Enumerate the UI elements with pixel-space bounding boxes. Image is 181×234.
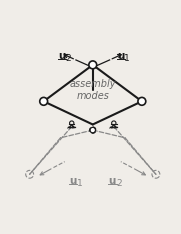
Circle shape [89,61,97,69]
Circle shape [138,97,146,105]
Text: 1: 1 [124,54,130,63]
Text: $\mathbf{u}$: $\mathbf{u}$ [117,51,125,61]
Circle shape [113,126,115,128]
Text: 1: 1 [77,179,82,188]
Circle shape [71,126,73,128]
Text: 2: 2 [116,179,121,188]
Circle shape [40,97,48,105]
Circle shape [90,127,96,133]
Text: $\mathbf{u}$: $\mathbf{u}$ [58,51,66,61]
Text: assembly
modes: assembly modes [70,79,116,101]
Text: $\mathbf{u}$: $\mathbf{u}$ [108,176,117,186]
Text: $\mathbf{u}$: $\mathbf{u}$ [69,176,77,186]
Text: 2: 2 [65,54,71,63]
